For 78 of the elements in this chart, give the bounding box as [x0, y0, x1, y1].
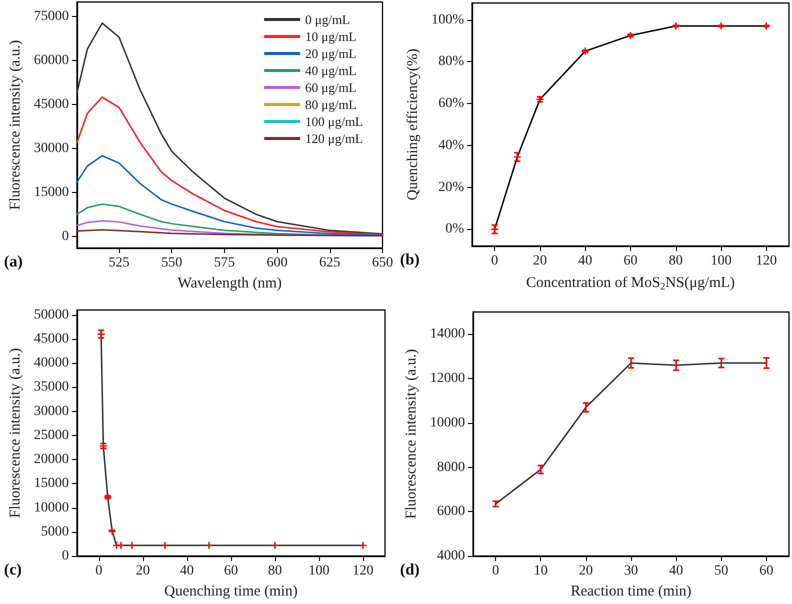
- legend-label: 20 μg/mL: [305, 46, 357, 61]
- x-tick-label: 20: [136, 564, 150, 578]
- y-tick-label: 30000: [34, 404, 69, 419]
- x-tick-label: 100: [710, 254, 732, 268]
- y-tick-label: 15000: [34, 184, 69, 200]
- y-axis-title: Fluorescence intensity (a.u.): [8, 40, 24, 210]
- legend-label: 60 μg/mL: [305, 80, 357, 95]
- x-tick-label: 575: [214, 256, 235, 270]
- text: (d): [400, 562, 420, 578]
- y-tick-label: 20000: [34, 452, 69, 468]
- y-tick-label: 75000: [34, 9, 69, 24]
- y-axis-title: Fluorescence intensity (a.u.): [404, 349, 420, 519]
- y-tick-label: 40%: [438, 138, 464, 153]
- line-series: [494, 362, 768, 505]
- x-axis-title: Quenching time (min): [164, 584, 298, 600]
- x-tick-label: 50: [714, 564, 728, 578]
- y-tick-label: 12000: [430, 371, 465, 386]
- x-tick-label: 120: [756, 254, 777, 268]
- x-tick-label: 20: [532, 254, 547, 268]
- y-tick-label: 30000: [34, 140, 69, 156]
- y-tick-label: 14000: [430, 326, 465, 342]
- line-series: [76, 155, 384, 236]
- y-tick-label: 50000: [34, 307, 69, 322]
- x-tick-label: 550: [161, 256, 182, 270]
- x-tick-label: 525: [108, 256, 130, 270]
- x-tick-label: 20: [578, 564, 593, 578]
- x-tick-label: 80: [668, 254, 683, 268]
- x-tick-label: 30: [624, 564, 638, 578]
- y-tick-label: 60000: [34, 53, 69, 68]
- y-tick-label: 60%: [438, 96, 464, 112]
- y-tick-label: 5000: [40, 524, 69, 540]
- x-tick-label: 60: [624, 254, 638, 268]
- x-tick-label: 600: [266, 256, 288, 270]
- y-tick-label: 6000: [437, 504, 465, 520]
- y-axis-title: Fluorescence intensity (a.u.): [8, 348, 24, 518]
- legend-label: 40 μg/mL: [305, 63, 357, 78]
- y-tick-label: 0: [62, 228, 69, 244]
- x-tick-label: 80: [268, 564, 282, 578]
- y-tick-label: 45000: [34, 331, 69, 346]
- x-axis-title: Wavelength (nm): [178, 276, 282, 292]
- y-tick-label: 25000: [34, 428, 69, 443]
- x-tick-label: 100: [308, 564, 330, 578]
- legend-label: 120 μg/mL: [305, 131, 364, 146]
- x-tick-label: 625: [319, 256, 340, 270]
- y-tick-label: 35000: [34, 380, 69, 395]
- text: (b): [400, 252, 420, 268]
- x-tick-label: 40: [180, 564, 194, 578]
- y-tick-label: 0%: [445, 222, 464, 237]
- y-tick-label: 80%: [438, 54, 464, 70]
- legend-label: 10 μg/mL: [305, 29, 357, 44]
- x-tick-label: 650: [372, 256, 393, 270]
- y-tick-label: 15000: [34, 476, 69, 492]
- x-tick-label: 10: [534, 564, 548, 578]
- text: (c): [4, 562, 22, 578]
- x-tick-label: 0: [95, 564, 102, 578]
- y-tick-label: 20%: [438, 180, 464, 195]
- x-tick-label: 60: [224, 564, 238, 578]
- legend-label: 100 μg/mL: [305, 114, 364, 129]
- y-tick-label: 0: [62, 548, 69, 564]
- y-axis-title: Quenching efficiency(%): [404, 48, 421, 200]
- x-tick-label: 0: [491, 254, 498, 268]
- line-series: [76, 96, 384, 236]
- legend-label: 80 μg/mL: [305, 97, 357, 112]
- y-tick-label: 10000: [430, 415, 465, 430]
- x-tick-label: 40: [578, 254, 592, 268]
- text: (a): [4, 254, 23, 270]
- y-tick-label: 8000: [437, 460, 465, 475]
- x-axis-title: Reaction time (min): [570, 584, 692, 600]
- x-tick-label: 120: [352, 564, 374, 578]
- y-tick-label: 4000: [437, 548, 465, 564]
- x-tick-label: 60: [759, 564, 774, 578]
- x-tick-label: 40: [669, 564, 684, 578]
- legend-label: 0 μg/mL: [305, 12, 350, 27]
- x-tick-label: 0: [492, 564, 500, 578]
- y-tick-label: 40000: [34, 356, 69, 371]
- y-tick-label: 45000: [34, 97, 69, 112]
- y-tick-label: 100%: [431, 12, 464, 28]
- y-tick-label: 10000: [34, 500, 69, 516]
